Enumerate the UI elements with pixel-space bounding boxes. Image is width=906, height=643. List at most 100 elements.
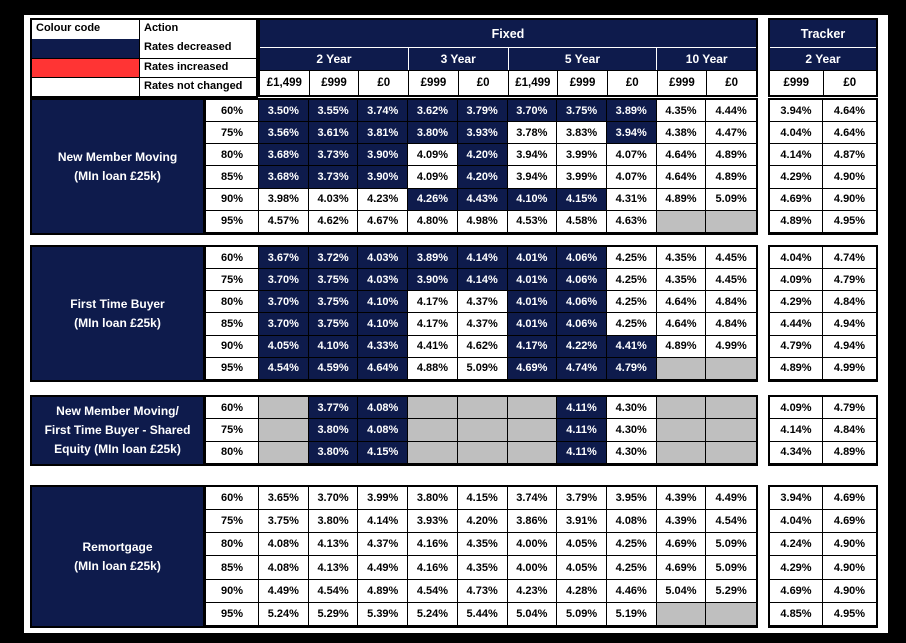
rate-cell: 3.93%	[408, 510, 458, 534]
rate-cell: 4.37%	[457, 313, 508, 336]
rate-cell: 3.89%	[408, 247, 458, 270]
rate-cell: 4.00%	[507, 556, 558, 580]
rate-cell: 4.16%	[408, 533, 458, 557]
rate-cell: 4.06%	[557, 313, 607, 336]
rate-cell: 3.94%	[507, 166, 558, 189]
section-2: New Member Moving/First Time Buyer - Sha…	[30, 395, 878, 466]
fixed-fee-cell: £999	[408, 71, 458, 95]
rate-cell: 5.04%	[656, 579, 707, 603]
rate-cell: 4.49%	[706, 487, 756, 511]
rate-cell: 4.37%	[457, 291, 508, 314]
section-label-line: First Time Buyer - Shared	[44, 423, 191, 437]
rate-cell: 4.05%	[557, 533, 607, 557]
rate-cell: 5.09%	[706, 188, 756, 211]
rate-cell: 4.94%	[823, 335, 876, 358]
ltv-cell: 95%	[206, 357, 259, 380]
na-cell	[656, 397, 707, 420]
rate-cell: 4.01%	[507, 291, 558, 314]
rate-cell: 4.54%	[706, 510, 756, 534]
rate-cell: 3.74%	[507, 487, 558, 511]
ltv-cell: 80%	[206, 144, 259, 167]
rate-cell: 4.17%	[408, 313, 458, 336]
tracker-fee-cell: £999	[783, 77, 810, 89]
na-cell	[507, 441, 558, 464]
na-cell	[706, 210, 756, 233]
rate-cell: 4.30%	[606, 397, 657, 420]
rate-cell: 4.25%	[606, 313, 657, 336]
ltv-cell: 90%	[206, 335, 259, 358]
rate-cell: 4.33%	[358, 335, 409, 358]
rate-cell: 4.89%	[656, 335, 707, 358]
rate-cell: 4.79%	[770, 335, 823, 358]
ltv-cell: 75%	[206, 269, 259, 292]
section-label-line: (MIn loan £25k)	[74, 168, 161, 183]
rate-cell: 4.69%	[656, 556, 707, 580]
rate-cell: 4.87%	[823, 144, 876, 167]
rate-cell: 5.09%	[706, 533, 756, 557]
rate-cell: 4.35%	[656, 247, 707, 270]
rate-cell: 5.04%	[507, 602, 558, 626]
rate-cell: 4.64%	[656, 166, 707, 189]
rate-cell: 4.84%	[706, 313, 756, 336]
rate-cell: 5.09%	[557, 602, 607, 626]
legend-row-decreased: Rates decreased	[32, 39, 256, 58]
rate-cell: 3.94%	[770, 487, 823, 511]
na-cell	[408, 397, 458, 420]
rate-cell: 4.98%	[457, 210, 508, 233]
rate-cell: 4.05%	[259, 335, 309, 358]
rate-cell: 4.90%	[823, 166, 876, 189]
rate-cell: 4.10%	[507, 188, 558, 211]
fixed-rate-grid: 60% 3.50% 3.55% 3.74% 3.62% 3.79% 3.70% 3.75% 3.…	[205, 98, 758, 235]
rate-cell: 4.14%	[770, 419, 823, 442]
rate-cell: 3.98%	[259, 188, 309, 211]
na-cell	[706, 357, 756, 380]
rate-cell: 4.13%	[308, 556, 359, 580]
fixed-fee-cell: £0	[706, 71, 756, 95]
rate-cell: 5.09%	[457, 357, 508, 380]
na-cell	[706, 602, 756, 626]
rate-cell: 4.13%	[308, 533, 359, 557]
ltv-cell: 85%	[206, 313, 259, 336]
rate-cell: 4.07%	[606, 144, 657, 167]
fixed-rate-grid: 60% 3.77% 4.08% 4.11% 4.30% 75% 3.80% 4.08% 4.11…	[205, 395, 758, 466]
rate-cell: 3.62%	[408, 100, 458, 123]
ltv-cell: 85%	[206, 556, 259, 580]
rate-cell: 4.43%	[457, 188, 508, 211]
rate-cell: 4.58%	[557, 210, 607, 233]
fixed-term-3-year: 3 Year	[407, 48, 508, 70]
rate-cell: 4.39%	[656, 510, 707, 534]
rate-cell: 5.24%	[259, 602, 309, 626]
rate-cell: 4.14%	[457, 269, 508, 292]
rate-cell: 4.14%	[457, 247, 508, 270]
legend-header-row: Colour code Action	[32, 20, 256, 39]
rate-cell: 4.15%	[557, 188, 607, 211]
section-label-line: First Time Buyer	[70, 296, 165, 311]
na-cell	[507, 419, 558, 442]
tracker-rates-header: Tracker 2 Year £999 £0	[768, 18, 878, 97]
rate-cell: 4.46%	[606, 579, 657, 603]
section-label-line: New Member Moving	[57, 149, 178, 164]
legend-action-header: Action	[140, 20, 256, 39]
ltv-cell: 90%	[206, 188, 259, 211]
rate-cell: 4.10%	[308, 335, 359, 358]
rate-cell: 4.67%	[358, 210, 409, 233]
rate-cell: 3.70%	[259, 313, 309, 336]
section-label: Remortgage (MIn loan £25k)	[30, 485, 205, 628]
na-cell	[656, 441, 707, 464]
na-cell	[457, 397, 508, 420]
rate-cell: 4.10%	[358, 291, 409, 314]
rate-cell: 4.69%	[823, 487, 876, 511]
rate-cell: 4.45%	[706, 269, 756, 292]
rate-cell: 4.03%	[358, 247, 409, 270]
fixed-fee-cell: £0	[358, 71, 408, 95]
section-label: First Time Buyer (MIn loan £25k)	[30, 245, 205, 382]
rate-cell: 5.24%	[408, 602, 458, 626]
rate-cell: 4.01%	[507, 313, 558, 336]
rate-cell: 4.11%	[557, 419, 607, 442]
rate-cell: 4.69%	[823, 510, 876, 534]
rate-cell: 3.94%	[770, 100, 823, 123]
na-cell	[259, 397, 309, 420]
rate-cell: 5.44%	[457, 602, 508, 626]
rate-cell: 4.85%	[770, 602, 823, 626]
rate-cell: 4.88%	[408, 357, 458, 380]
